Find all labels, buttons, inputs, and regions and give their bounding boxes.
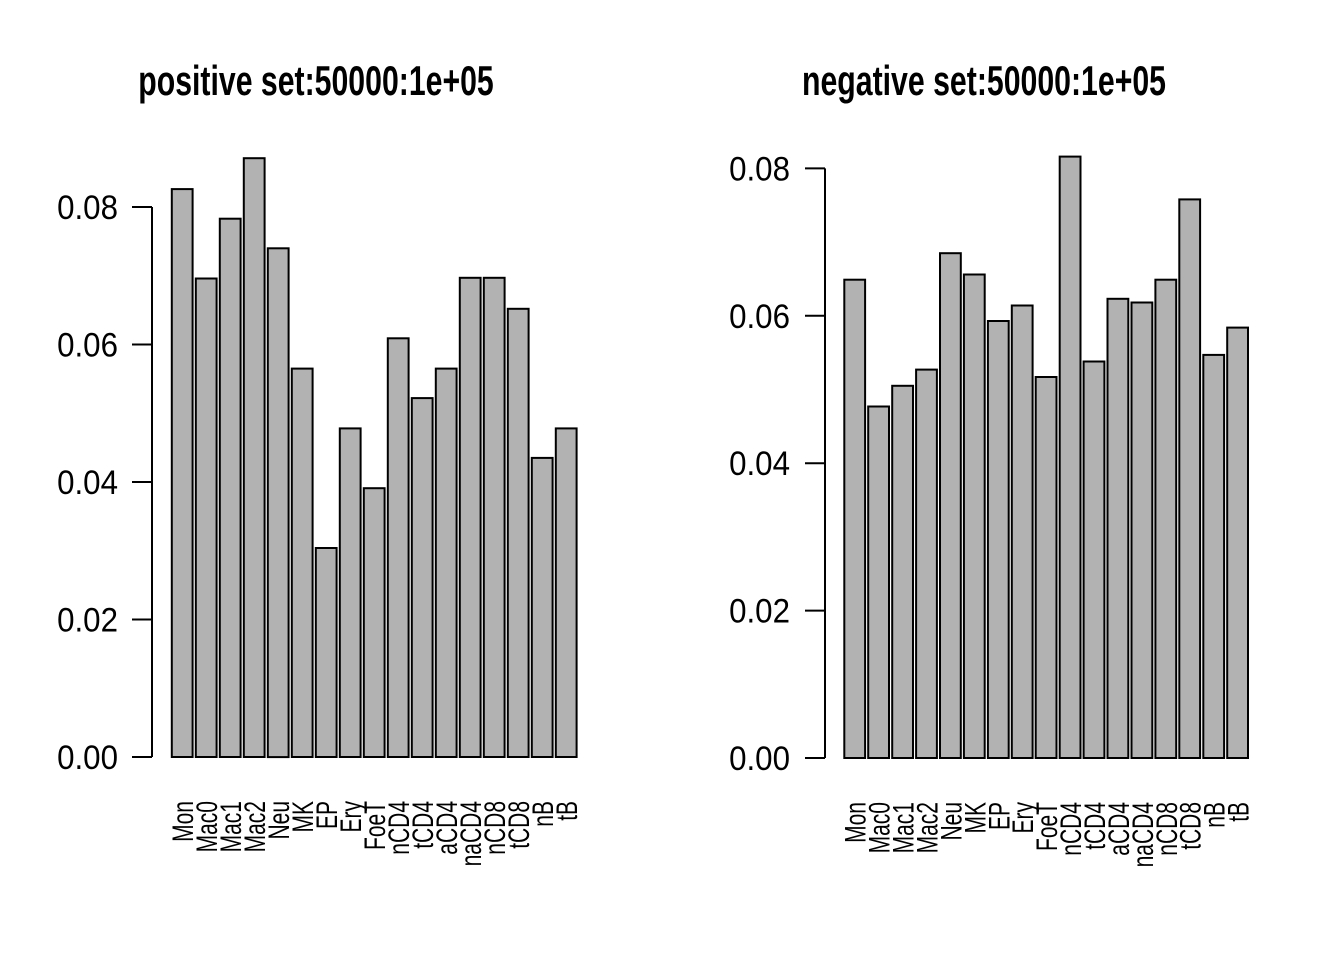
x-label-positive-Ery: Ery: [335, 801, 368, 833]
bar-negative-nCD4: [1058, 155, 1082, 760]
bar-positive-tCD4: [410, 397, 434, 758]
bar-negative-naCD4: [1130, 301, 1154, 759]
x-label-negative-nCD8: nCD8: [1151, 802, 1184, 856]
x-label-positive-tB: tB: [551, 801, 584, 821]
x-label-negative-Neu: Neu: [935, 802, 968, 841]
bar-positive-Neu: [266, 247, 290, 759]
y-tick-label-negative-0.02: 0.02: [729, 593, 790, 631]
bar-negative-Mon: [843, 278, 867, 759]
x-label-negative-FoeT: FoeT: [1031, 802, 1064, 851]
panel-positive: 0.00 0.02 0.04 0.06 0.08 MonMac0Mac1Mac2NeuMK…: [57, 57, 584, 866]
bar-positive-aCD4: [434, 367, 458, 758]
bar-positive-Mac2: [242, 157, 266, 758]
x-label-negative-EP: EP: [983, 802, 1016, 830]
x-label-negative-nCD4: nCD4: [1055, 802, 1088, 856]
y-tick-label-negative-0.04: 0.04: [729, 445, 790, 483]
bar-negative-EP: [986, 320, 1010, 759]
bar-positive-Ery: [338, 427, 362, 758]
bar-positive-FoeT: [362, 487, 386, 758]
y-tick-label-positive-0.02: 0.02: [57, 602, 118, 640]
bar-negative-FoeT: [1034, 376, 1058, 759]
x-label-positive-nCD4: nCD4: [383, 801, 416, 855]
x-label-positive-Neu: Neu: [263, 801, 296, 840]
bar-positive-tB: [554, 427, 578, 758]
bar-negative-Mac0: [867, 405, 891, 759]
bar-negative-Mac2: [915, 368, 938, 759]
bar-positive-naCD4: [458, 276, 482, 758]
x-label-negative-tCD8: tCD8: [1175, 802, 1208, 850]
bar-positive-Mac1: [218, 217, 242, 758]
bar-positive-Mon: [170, 188, 194, 759]
x-label-positive-Mac0: Mac0: [191, 801, 224, 852]
bar-positive-MK: [290, 367, 314, 758]
y-tick-label-negative-0.08: 0.08: [729, 150, 790, 188]
bar-negative-tCD4: [1082, 360, 1106, 759]
bar-negative-nB: [1202, 353, 1226, 759]
y-tick-label-negative-0.00: 0.00: [729, 740, 790, 778]
bar-positive-Mac0: [194, 277, 218, 758]
bar-negative-Neu: [939, 252, 962, 759]
bar-positive-tCD8: [506, 307, 530, 758]
x-label-positive-nB: nB: [527, 801, 560, 827]
x-label-negative-tB: tB: [1223, 802, 1256, 822]
bar-positive-EP: [314, 547, 338, 758]
bar-negative-MK: [962, 273, 986, 759]
x-label-positive-tCD4: tCD4: [407, 801, 440, 849]
x-label-positive-MK: MK: [287, 801, 320, 833]
chart-title-negative: negative set:50000:1e+05: [802, 57, 1166, 104]
bar-negative-tB: [1226, 326, 1249, 759]
chart-title-positive: positive set:50000:1e+05: [138, 57, 494, 104]
y-tick-label-positive-0.04: 0.04: [57, 464, 118, 502]
x-label-positive-tCD8: tCD8: [503, 801, 536, 849]
bar-negative-tCD8: [1178, 198, 1202, 759]
bar-negative-aCD4: [1106, 297, 1130, 759]
panel-negative: 0.00 0.02 0.04 0.06 0.08 MonMac0Mac1Mac2NeuMK…: [729, 57, 1256, 867]
bar-positive-nCD8: [482, 276, 506, 758]
x-label-negative-tCD4: tCD4: [1079, 802, 1112, 850]
x-label-negative-Ery: Ery: [1007, 802, 1040, 834]
bar-negative-Mac1: [891, 384, 915, 759]
y-tick-label-positive-0.08: 0.08: [57, 189, 118, 227]
x-label-positive-naCD4: naCD4: [455, 801, 488, 866]
x-label-negative-Mac1: Mac1: [888, 802, 921, 853]
x-label-positive-nCD8: nCD8: [479, 801, 512, 855]
x-label-positive-Mac2: Mac2: [239, 801, 272, 852]
bar-negative-Ery: [1010, 304, 1034, 759]
x-label-negative-aCD4: aCD4: [1103, 802, 1136, 856]
x-label-positive-Mon: Mon: [167, 801, 200, 842]
bar-positive-nB: [530, 456, 554, 758]
bar-positive-nCD4: [386, 337, 410, 758]
x-label-negative-naCD4: naCD4: [1127, 802, 1160, 867]
y-tick-label-negative-0.06: 0.06: [729, 298, 790, 336]
x-label-negative-Mon: Mon: [840, 802, 873, 843]
x-label-negative-MK: MK: [959, 802, 992, 834]
x-label-negative-Mac0: Mac0: [864, 802, 897, 853]
x-label-positive-Mac1: Mac1: [215, 801, 248, 852]
x-label-negative-nB: nB: [1199, 802, 1232, 828]
x-label-positive-aCD4: aCD4: [431, 801, 464, 855]
x-label-positive-FoeT: FoeT: [359, 801, 392, 850]
x-label-negative-Mac2: Mac2: [912, 802, 945, 853]
y-tick-label-positive-0.06: 0.06: [57, 327, 118, 365]
x-label-positive-EP: EP: [311, 801, 344, 829]
bar-negative-nCD8: [1154, 278, 1178, 759]
y-tick-label-positive-0.00: 0.00: [57, 739, 118, 777]
